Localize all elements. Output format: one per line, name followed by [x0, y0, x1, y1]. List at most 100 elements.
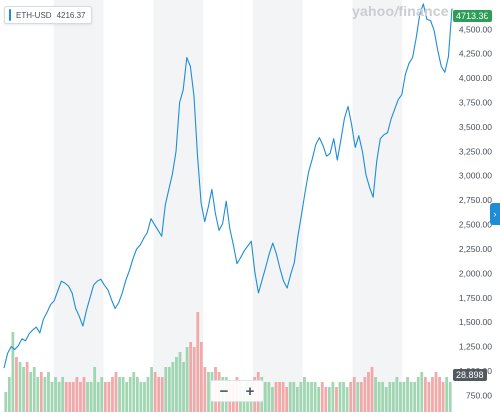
volume-bar: [100, 377, 104, 412]
volume-bar: [47, 372, 50, 412]
volume-bar: [402, 382, 406, 412]
y-tick-label: 2,750.00: [459, 195, 492, 205]
volume-bar: [7, 377, 11, 412]
volume-bar: [103, 382, 107, 412]
volume-bar: [86, 382, 89, 412]
volume-bar: [342, 382, 345, 412]
volume-bar: [203, 367, 207, 412]
y-tick-label: 2,250.00: [459, 244, 492, 254]
volume-bar: [327, 387, 331, 412]
y-tick-label: 3,500.00: [459, 122, 492, 132]
volume-bar: [352, 377, 356, 412]
volume-bar: [150, 367, 153, 412]
volume-bar: [274, 382, 278, 412]
volume-bar: [359, 382, 363, 412]
volume-bar: [384, 387, 388, 412]
volume-bar: [125, 382, 129, 412]
volume-bar: [128, 377, 132, 412]
zoom-in-button[interactable]: +: [245, 382, 255, 400]
volume-bar: [167, 367, 171, 412]
y-tick-label: 3,250.00: [459, 146, 492, 156]
volume-bar: [68, 382, 72, 412]
volume-bar: [153, 372, 157, 412]
volume-bar: [310, 382, 313, 412]
volume-bar: [381, 382, 385, 412]
volume-bar: [285, 387, 289, 412]
zoom-controls[interactable]: − +: [210, 380, 264, 402]
last-price-label: 4713.36: [453, 10, 492, 22]
volume-bar: [199, 342, 203, 412]
volume-bar: [93, 367, 97, 412]
watermark-slash: /: [394, 3, 399, 19]
volume-bar: [114, 372, 118, 412]
volume-bar: [441, 382, 445, 412]
yahoo-finance-watermark: yahoo/finance: [352, 3, 449, 19]
volume-bar: [278, 382, 281, 412]
volume-bar: [118, 377, 121, 412]
volume-bar: [399, 382, 402, 412]
eth-usd-price-line: [3, 3, 453, 369]
volume-bar: [281, 382, 285, 412]
watermark-brand: yahoo: [352, 3, 395, 19]
volume-bar: [121, 377, 125, 412]
volume-bar: [356, 382, 360, 412]
volume-bar: [82, 377, 86, 412]
volume-bar: [43, 377, 47, 412]
volume-bar: [96, 382, 100, 412]
volume-bar: [4, 392, 8, 412]
volume-bar: [178, 352, 182, 412]
zoom-out-button[interactable]: −: [219, 382, 229, 400]
volume-bar: [132, 372, 136, 412]
volume-bar: [434, 372, 438, 412]
volume-bar: [267, 382, 271, 412]
y-tick-label: 1,500.00: [459, 317, 492, 327]
volume-bar: [288, 382, 292, 412]
y-tick-label: 2,000.00: [459, 268, 492, 278]
volume-bar: [139, 382, 143, 412]
volume-bar: [64, 382, 68, 412]
volume-bar: [377, 382, 381, 412]
ticker-badge[interactable]: ETH-USD 4216.37: [4, 6, 93, 24]
volume-bar: [196, 312, 200, 412]
volume-bar: [54, 377, 57, 412]
caret-up-icon: ▲: [484, 9, 493, 19]
volume-bar: [22, 367, 25, 412]
volume-bar: [349, 382, 353, 412]
volume-bar: [367, 372, 370, 412]
volume-bar: [157, 377, 161, 412]
volume-bar: [423, 377, 427, 412]
volume-bar: [317, 387, 321, 412]
volume-bar: [164, 367, 168, 412]
volume-bar: [438, 377, 441, 412]
volume-bar: [11, 332, 15, 412]
y-tick-label: 4,000.00: [459, 73, 492, 83]
chevron-right-icon[interactable]: ›: [490, 203, 500, 225]
volume-bar: [263, 382, 267, 412]
volume-bar: [448, 382, 452, 412]
volume-bar: [306, 382, 310, 412]
volume-bar: [175, 357, 178, 412]
volume-bar: [420, 372, 424, 412]
y-tick-label: 3,750.00: [459, 98, 492, 108]
volume-bar: [299, 382, 303, 412]
grid-band: [153, 0, 204, 412]
price-line-series: [3, 3, 453, 369]
series-color-marker: [9, 9, 11, 21]
y-tick-label: 2,500.00: [459, 220, 492, 230]
volume-bar: [185, 347, 189, 412]
volume-bar: [395, 377, 399, 412]
volume-bar: [135, 377, 139, 412]
volume-bar: [388, 382, 392, 412]
volume-bar: [445, 377, 449, 412]
volume-bar: [18, 362, 22, 412]
grid-band: [252, 0, 303, 412]
grid-band: [352, 0, 403, 412]
volume-bar: [345, 387, 349, 412]
y-tick-label: 1,250.00: [459, 342, 492, 352]
volume-bar: [79, 382, 82, 412]
volume-value-label: 28.898: [453, 369, 487, 381]
volume-bar: [61, 377, 65, 412]
volume-bar: [32, 367, 36, 412]
y-tick-label: 3,000.00: [459, 171, 492, 181]
